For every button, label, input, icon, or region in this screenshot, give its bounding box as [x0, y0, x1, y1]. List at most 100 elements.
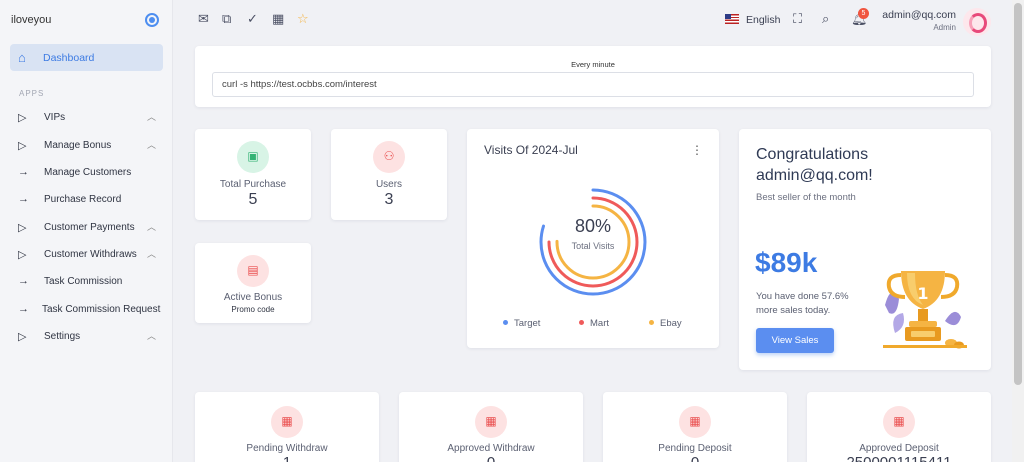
stat-value: 0 [399, 454, 583, 462]
home-icon: ⌂ [18, 50, 26, 65]
chevron-up-icon: ︿ [147, 222, 157, 232]
calendar-icon: ▦ [883, 406, 915, 438]
stat-label: Total Purchase [219, 179, 287, 190]
fullscreen-icon[interactable]: ⛶ [793, 11, 803, 26]
chat-icon[interactable]: ⧉ [222, 11, 232, 26]
active-bonus-card[interactable]: ▤ Active Bonus Promo code [195, 243, 311, 323]
more-vertical-icon[interactable]: ⋮ [691, 143, 703, 157]
sidebar-item-label: Customer Payments [44, 222, 135, 233]
triangle-right-icon: ▷ [18, 140, 27, 152]
legend-item-target: Target [503, 318, 540, 329]
triangle-right-icon: ▷ [18, 222, 27, 234]
sales-amount: $89k [755, 247, 818, 278]
stat-label: Approved Withdraw [447, 443, 535, 454]
total-purchase-card[interactable]: ▣ Total Purchase 5 [195, 129, 311, 220]
sidebar-item-manage-bonus[interactable]: ▷ Manage Bonus ︿ [0, 136, 173, 156]
mail-icon[interactable]: ✉ [198, 11, 209, 26]
top-bar: ✉ ⧉ ✓ ▦ ☆ English ⛶ ⌕ 🔔︎ 5 admin@qq.com … [174, 0, 1012, 38]
sales-note: You have done 57.6% more sales today. [756, 291, 849, 316]
calendar-icon: ▦ [679, 406, 711, 438]
sidebar-item-label: Task Commission [44, 276, 123, 287]
notification-badge: 5 [858, 8, 869, 19]
chevron-up-icon: ︿ [147, 112, 157, 122]
sidebar-item-label: Manage Customers [44, 167, 132, 178]
trophy-icon: 1 [883, 271, 967, 349]
sidebar-toggle-icon[interactable] [145, 13, 159, 27]
calendar-icon: ▦ [475, 406, 507, 438]
approved-withdraw-card[interactable]: ▦ Approved Withdraw 0 [399, 392, 583, 462]
sidebar-item-label: Customer Withdraws [44, 249, 137, 260]
chevron-up-icon: ︿ [147, 249, 157, 259]
stat-value: 3 [384, 191, 394, 208]
legend-item-mart: Mart [579, 318, 609, 329]
arrow-right-icon: → [18, 193, 29, 205]
sidebar-item-label: Manage Bonus [44, 140, 112, 151]
stat-value: 2500001115411 [807, 454, 991, 462]
sidebar-section-title: APPS [19, 89, 45, 98]
view-sales-button[interactable]: View Sales [756, 328, 834, 353]
approved-deposit-card[interactable]: ▦ Approved Deposit 2500001115411 [807, 392, 991, 462]
stat-value: 5 [248, 191, 258, 208]
sidebar-item-label: Purchase Record [44, 194, 122, 205]
congrats-card: Congratulations admin@qq.com! Best selle… [739, 129, 991, 370]
sidebar-item-label: Dashboard [43, 52, 95, 64]
ring-ebay [555, 204, 631, 280]
star-icon[interactable]: ☆ [297, 11, 309, 26]
shopping-bag-icon: ▣ [237, 141, 269, 173]
congrats-title: Congratulations admin@qq.com! [756, 146, 873, 184]
sidebar-item-customer-payments[interactable]: ▷ Customer Payments ︿ [0, 218, 173, 238]
ring-target [539, 188, 647, 296]
users-card[interactable]: ⚇ Users 3 [331, 129, 447, 220]
stat-value: 0 [603, 454, 787, 462]
promo-code-link[interactable]: Promo code [231, 305, 275, 314]
stat-label: Approved Deposit [859, 443, 939, 454]
arrow-right-icon: → [18, 275, 29, 287]
stat-label: Pending Deposit [658, 443, 732, 454]
brand-name[interactable]: iloveyou [11, 14, 52, 26]
user-email[interactable]: admin@qq.com [882, 9, 956, 21]
triangle-right-icon: ▷ [18, 249, 27, 261]
stat-value: 1 [195, 454, 379, 462]
visits-card: Visits Of 2024-Jul ⋮ 80% Total Visits Ta… [467, 129, 719, 348]
gift-bag-icon: ▤ [237, 255, 269, 287]
svg-text:1: 1 [917, 284, 928, 303]
pending-withdraw-card[interactable]: ▦ Pending Withdraw 1 [195, 392, 379, 462]
calendar-icon[interactable]: ▦ [272, 11, 285, 26]
congrats-subtitle: Best seller of the month [756, 192, 856, 203]
language-selector[interactable]: English [746, 14, 781, 26]
scrollbar-thumb[interactable] [1014, 3, 1022, 385]
calendar-icon: ▦ [271, 406, 303, 438]
search-icon[interactable]: ⌕ [822, 11, 830, 26]
sidebar-item-customer-withdraws[interactable]: ▷ Customer Withdraws ︿ [0, 245, 173, 265]
sidebar-item-vips[interactable]: ▷ VIPs ︿ [0, 108, 173, 128]
sidebar-item-purchase-record[interactable]: → Purchase Record [0, 190, 173, 210]
sidebar: iloveyou ⌂ Dashboard APPS ▷ VIPs ︿ ▷ Man… [0, 0, 173, 462]
chevron-up-icon: ︿ [147, 140, 157, 150]
sidebar-item-task-commission[interactable]: → Task Commission [0, 272, 173, 292]
sidebar-item-manage-customers[interactable]: → Manage Customers [0, 163, 173, 183]
cron-card: Every minute curl -s https://test.ocbbs.… [195, 46, 991, 107]
stat-label: Active Bonus [223, 292, 283, 303]
avatar[interactable] [963, 8, 991, 36]
cron-command-field[interactable]: curl -s https://test.ocbbs.com/interest [212, 72, 974, 97]
arrow-right-icon: → [18, 166, 29, 178]
chevron-up-icon: ︿ [147, 331, 157, 341]
visits-radial-chart [539, 188, 647, 296]
sidebar-item-label: Settings [44, 331, 81, 342]
sidebar-item-label: VIPs [44, 112, 66, 123]
check-circle-icon[interactable]: ✓ [247, 11, 258, 26]
legend-item-ebay: Ebay [649, 318, 682, 329]
stat-label: Pending Withdraw [246, 443, 328, 454]
ring-mart [547, 196, 639, 288]
us-flag-icon[interactable] [725, 14, 739, 24]
visits-title: Visits Of 2024-Jul [484, 143, 578, 157]
pending-deposit-card[interactable]: ▦ Pending Deposit 0 [603, 392, 787, 462]
sidebar-item-settings[interactable]: ▷ Settings ︿ [0, 327, 173, 347]
sidebar-item-label: Task Commission Request [42, 304, 161, 315]
user-role: Admin [933, 23, 956, 32]
visits-percent-label: Total Visits [571, 241, 615, 251]
sidebar-item-task-commission-request[interactable]: → Task Commission Request [0, 300, 173, 320]
triangle-right-icon: ▷ [18, 331, 27, 343]
sidebar-item-dashboard[interactable]: ⌂ Dashboard [10, 44, 163, 71]
stat-label: Users [375, 179, 403, 190]
